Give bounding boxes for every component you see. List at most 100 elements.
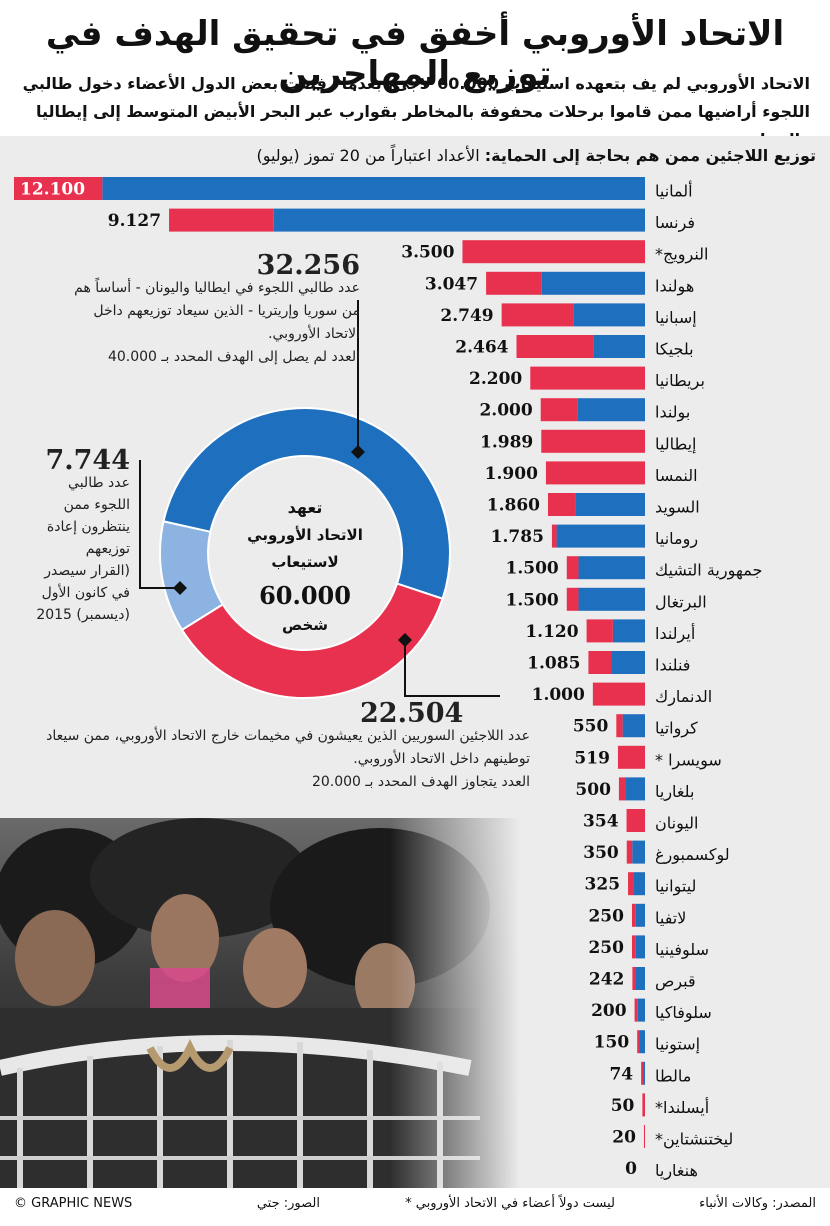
bar-blue	[643, 1061, 645, 1085]
country-label: ليختنشتاين*	[655, 1130, 733, 1150]
value-label: 12.100	[20, 180, 85, 200]
country-label: إستونيا	[655, 1035, 700, 1055]
country-label: أيسلندا*	[655, 1097, 709, 1117]
leader-line-lightblue	[139, 460, 180, 589]
value-label: 325	[585, 875, 621, 895]
donut-slice-lightblue	[159, 520, 225, 632]
donut-slice-blue	[162, 407, 451, 601]
value-label: 2.200	[469, 369, 522, 389]
value-label: 519	[574, 748, 610, 768]
bar-blue	[633, 872, 645, 896]
country-label: لاتفيا	[655, 908, 686, 927]
bar-red	[632, 967, 636, 990]
value-label: 1.900	[485, 464, 538, 484]
value-label: 20	[612, 1128, 636, 1148]
bar-red	[628, 872, 634, 896]
chart-heading-bold: توزيع اللاجئين ممن هم بحاجة إلى الحماية:	[484, 146, 816, 165]
bar-blue	[611, 651, 645, 674]
value-label: 0	[625, 1159, 637, 1179]
value-label: 150	[594, 1033, 630, 1053]
country-label: بولندا	[655, 403, 690, 423]
leader-marker-red	[398, 633, 412, 647]
country-label: سويسرا *	[655, 750, 722, 770]
bar-red	[637, 1030, 640, 1054]
bar-red	[641, 1061, 644, 1085]
country-label: ألمانيا	[655, 181, 693, 201]
bar-blue	[622, 714, 645, 738]
callout-lightblue-line: (القرار سيصدر	[44, 563, 130, 579]
bar-red	[626, 809, 645, 832]
value-label: 1.500	[506, 590, 559, 610]
bar-red	[566, 587, 579, 611]
bar-red	[548, 493, 576, 516]
country-label: جمهورية التشيك	[655, 561, 762, 581]
footer-note: * ليست دولاً أعضاء في الاتحاد الأوروبي	[405, 1196, 615, 1211]
leader-marker-lightblue	[173, 581, 187, 595]
bar-red	[616, 714, 623, 738]
country-label: بريطانيا	[655, 371, 705, 391]
donut-center-line2: الاتحاد الأوروبي	[247, 526, 363, 544]
country-label: فرنسا	[655, 213, 695, 233]
bar-red	[626, 840, 633, 864]
bar-red	[592, 682, 645, 706]
bar-blue	[612, 619, 645, 643]
donut-slice-red	[180, 582, 444, 699]
bar-blue	[556, 524, 645, 548]
value-label: 50	[611, 1096, 635, 1116]
callout-blue-note: العدد لم يصل إلى الهدف المحدد بـ 40.000	[107, 349, 360, 365]
bar-red	[586, 619, 613, 643]
value-label: 550	[573, 717, 609, 737]
callout-red-number: 22.504	[360, 698, 464, 729]
bar-blue	[625, 777, 645, 801]
value-label: 74	[609, 1064, 633, 1084]
value-label: 1.860	[487, 496, 540, 516]
value-label: 354	[583, 812, 619, 832]
country-label: ليتوانيا	[655, 877, 696, 897]
bar-red	[631, 903, 636, 927]
bar-blue	[635, 935, 645, 959]
country-label: بلغاريا	[655, 782, 694, 802]
bar-blue	[578, 587, 645, 611]
value-label: 1.085	[527, 654, 580, 674]
value-label: 500	[575, 780, 611, 800]
value-label: 1.500	[506, 559, 559, 579]
bar-blue	[578, 556, 645, 580]
callout-lightblue-line: (ديسمبر) 2015	[36, 607, 130, 623]
donut-center-unit: شخص	[282, 616, 328, 634]
country-label: إسبانيا	[655, 308, 697, 327]
bar-red	[642, 1093, 645, 1117]
bar-blue	[541, 271, 645, 295]
bar-red	[486, 271, 542, 295]
bar-blue	[637, 998, 645, 1022]
donut-center-number: 60.000	[259, 581, 351, 610]
bar-red	[631, 935, 636, 959]
callout-lightblue-line: عدد طالبي	[68, 475, 130, 491]
country-label: مالطا	[655, 1066, 691, 1085]
value-label: 1.120	[525, 622, 578, 642]
bar-blue	[593, 335, 645, 358]
country-label: هنغاريا	[655, 1161, 698, 1181]
value-label: 1.785	[491, 527, 544, 547]
bar-red	[462, 240, 645, 264]
bar-red	[541, 429, 645, 453]
callout-red: 22.504 عدد اللاجئين السوريين الذين يعيشو…	[20, 698, 530, 794]
footer-photos: الصور: جتي	[256, 1196, 320, 1211]
value-label: 250	[588, 906, 624, 926]
country-label: البرتغال	[655, 592, 707, 612]
footer-source: المصدر: وكالات الأنباء	[699, 1196, 816, 1211]
callout-blue: 32.256 عدد طالبي اللجوء في ايطاليا واليو…	[60, 252, 360, 369]
callout-red-note: العدد يتجاوز الهدف المحدد بـ 20.000	[311, 774, 530, 790]
bar-red	[617, 745, 645, 769]
bar-red	[14, 177, 103, 200]
value-label: 1.000	[532, 685, 585, 705]
country-label: السويد	[655, 498, 700, 518]
callout-red-text: عدد اللاجئين السوريين الذين يعيشون في مخ…	[46, 728, 530, 767]
country-label: سلوفاكيا	[655, 1003, 712, 1023]
country-label: كرواتيا	[655, 719, 698, 739]
callout-blue-text: عدد طالبي اللجوء في ايطاليا واليونان - أ…	[74, 280, 360, 342]
country-label: فنلندا	[655, 656, 690, 675]
value-label: 250	[588, 938, 624, 958]
leader-line-red	[404, 640, 500, 697]
callout-lightblue-line: اللجوء ممن	[63, 497, 130, 513]
bar-blue	[632, 840, 645, 864]
